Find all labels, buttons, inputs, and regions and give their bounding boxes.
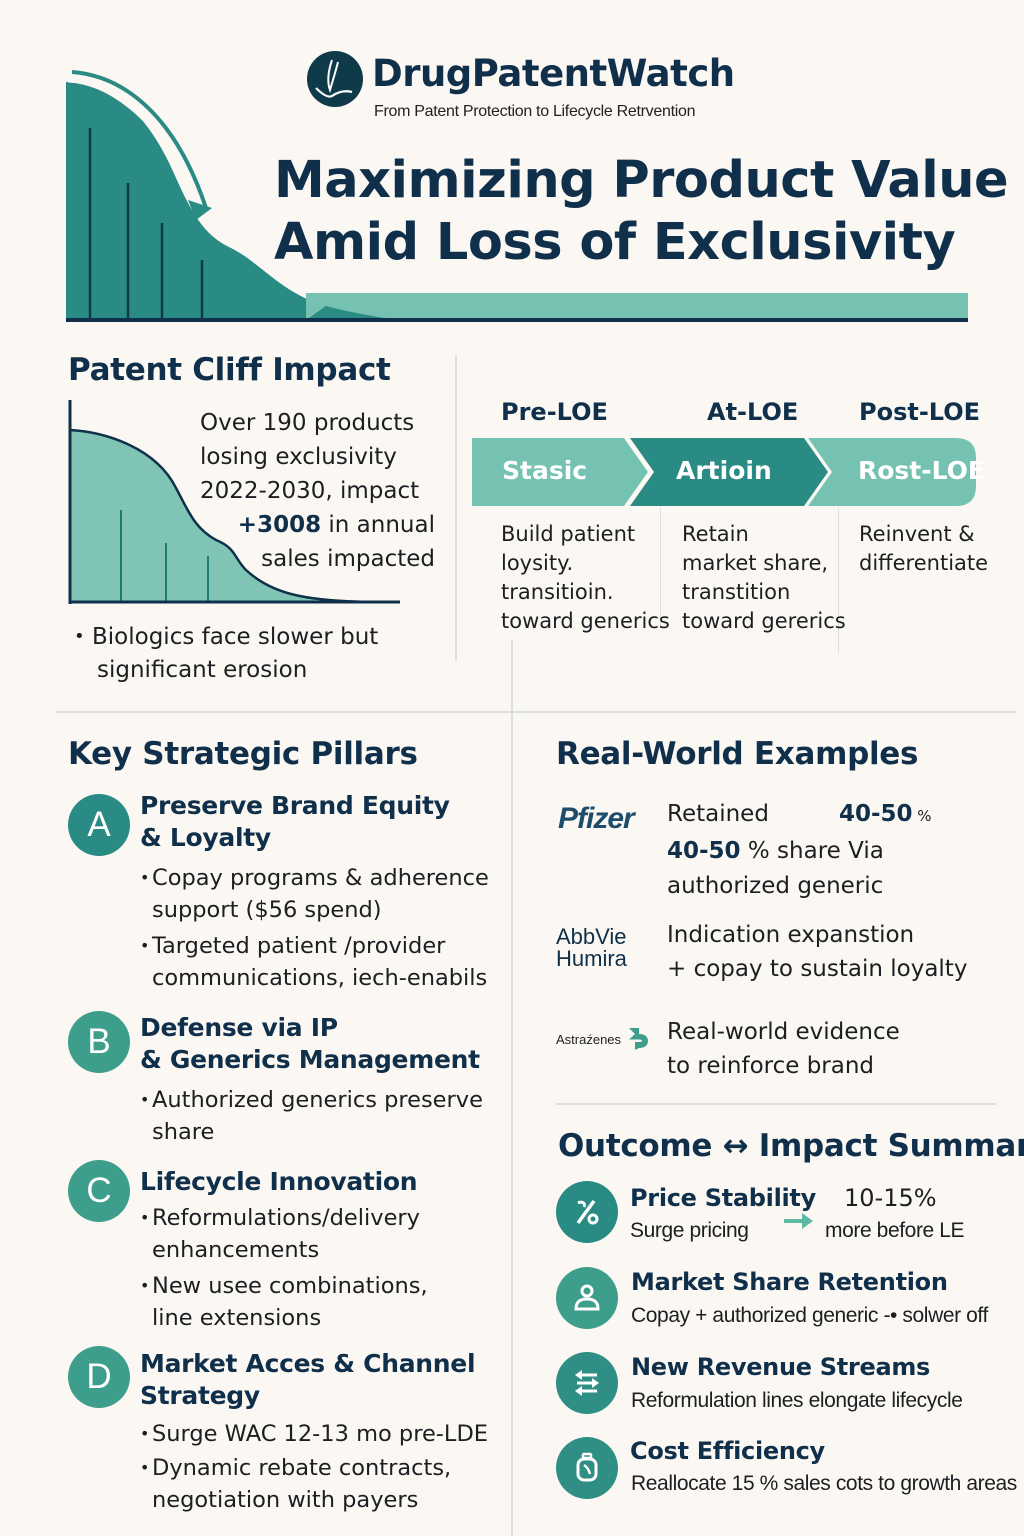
list-item: Dynamic rebate contracts,negotiation wit… (142, 1452, 488, 1516)
chevron-stage-post: Rost-LOE (858, 456, 985, 485)
biologics-bullet: •Biologics face slower but significant e… (74, 620, 378, 687)
pillar-bullets-b: Authorized generics preserveshare (142, 1084, 483, 1152)
phase-desc-at-loe: Retain market share, transtition toward … (682, 520, 846, 636)
page-title: Maximizing Product Value Amid Loss of Ex… (274, 150, 1008, 274)
astrazeneca-logo: Astraźenes (556, 1026, 651, 1052)
sales-impact-value: +3008 (238, 512, 321, 538)
divider-examples-outcomes (556, 1103, 996, 1105)
outcome-desc-revenue: Reformulation lines elongate lifecycle (631, 1389, 963, 1413)
pillar-badge-a: A (68, 794, 130, 856)
list-item: Authorized generics preserveshare (142, 1084, 483, 1148)
outcome-title-revenue: New Revenue Streams (631, 1353, 930, 1381)
divider-horizontal (56, 711, 1016, 713)
exchange-arrows-icon (556, 1352, 618, 1414)
divider-vertical-main (511, 640, 513, 1536)
arrow-right-icon (784, 1210, 814, 1232)
drugpatentwatch-logo-icon (306, 50, 364, 108)
user-icon (556, 1267, 618, 1329)
pillar-title-b: Defense via IP & Generics Management (140, 1012, 480, 1076)
examples-heading: Real-World Examples (556, 736, 918, 772)
price-stability-stat-desc: more before LE (825, 1219, 964, 1243)
outcome-desc-price-stability: Surge pricing (630, 1219, 749, 1243)
pillar-title-a: Preserve Brand Equity & Loyalty (140, 790, 450, 854)
outcome-title-market-share: Market Share Retention (631, 1268, 948, 1296)
example-astrazeneca-text: Real-world evidence to reinforce brand (667, 1015, 900, 1083)
pillar-bullets-c: Reformulations/deliveryenhancements New … (142, 1202, 428, 1338)
percent-icon (556, 1181, 618, 1243)
brand-name: DrugPatentWatch (372, 52, 735, 95)
list-item: Surge WAC 12-13 mo pre-LDE (142, 1418, 488, 1450)
patent-cliff-heading: Patent Cliff Impact (68, 352, 391, 388)
title-line-1: Maximizing Product Value (274, 150, 1008, 212)
pillars-heading: Key Strategic Pillars (68, 736, 418, 772)
pillar-badge-d: D (68, 1346, 130, 1408)
pillar-bullets-a: Copay programs & adherencesupport ($56 s… (142, 862, 489, 998)
phase-heading-post-loe: Post-LOE (859, 398, 980, 426)
title-line-2: Amid Loss of Exclusivity (274, 212, 1008, 274)
abbvie-humira-logo: AbbVie Humira (556, 926, 627, 970)
tagline: From Patent Protection to Lifecycle Retr… (374, 103, 695, 121)
phase-desc-post-loe: Reinvent & differentiate (859, 520, 988, 578)
list-item: Targeted patient /providercommunications… (142, 930, 489, 994)
chevron-stage-pre: Stasic (502, 456, 587, 485)
phase-heading-at-loe: At-LOE (707, 398, 798, 426)
chevron-stage-at: Artioin (676, 456, 772, 485)
list-item: Copay programs & adherencesupport ($56 s… (142, 862, 489, 926)
example-pfizer-text: Retained40-50 % 40-50 % share Via author… (667, 797, 932, 904)
pillar-title-c: Lifecycle Innovation (140, 1166, 417, 1198)
pfizer-logo: Pfizer (558, 802, 634, 836)
phase-desc-pre-loe: Build patient loysity. transitioin. towa… (501, 520, 670, 636)
example-abbvie-text: Indication expanstion + copay to sustain… (667, 918, 967, 986)
outcome-desc-market-share: Copay + authorized generic -• solwer off (631, 1304, 988, 1328)
phase-heading-pre-loe: Pre-LOE (501, 398, 608, 426)
pillar-badge-b: B (68, 1011, 130, 1073)
patent-cliff-stat: Over 190 products losing exclusivity 202… (200, 406, 435, 576)
stopwatch-icon (556, 1437, 618, 1499)
outcome-title-cost: Cost Efficiency (630, 1437, 825, 1465)
outcome-desc-cost: Reallocate 15 % sales cots to growth are… (631, 1472, 1017, 1496)
list-item: Reformulations/deliveryenhancements (142, 1202, 428, 1266)
outcome-title-price-stability: Price Stability (630, 1184, 816, 1212)
pillar-badge-c: C (68, 1160, 130, 1222)
price-stability-stat: 10-15% (844, 1184, 937, 1212)
list-item: New usee combinations,line extensions (142, 1270, 428, 1334)
astrazeneca-symbol-icon (625, 1026, 651, 1052)
divider-vertical-top (455, 355, 457, 660)
outcomes-heading: Outcome ↔ Impact Summary (558, 1128, 1024, 1164)
pillar-bullets-d: Surge WAC 12-13 mo pre-LDE Dynamic rebat… (142, 1418, 488, 1520)
pillar-title-d: Market Acces & Channel Strategy (140, 1348, 475, 1412)
